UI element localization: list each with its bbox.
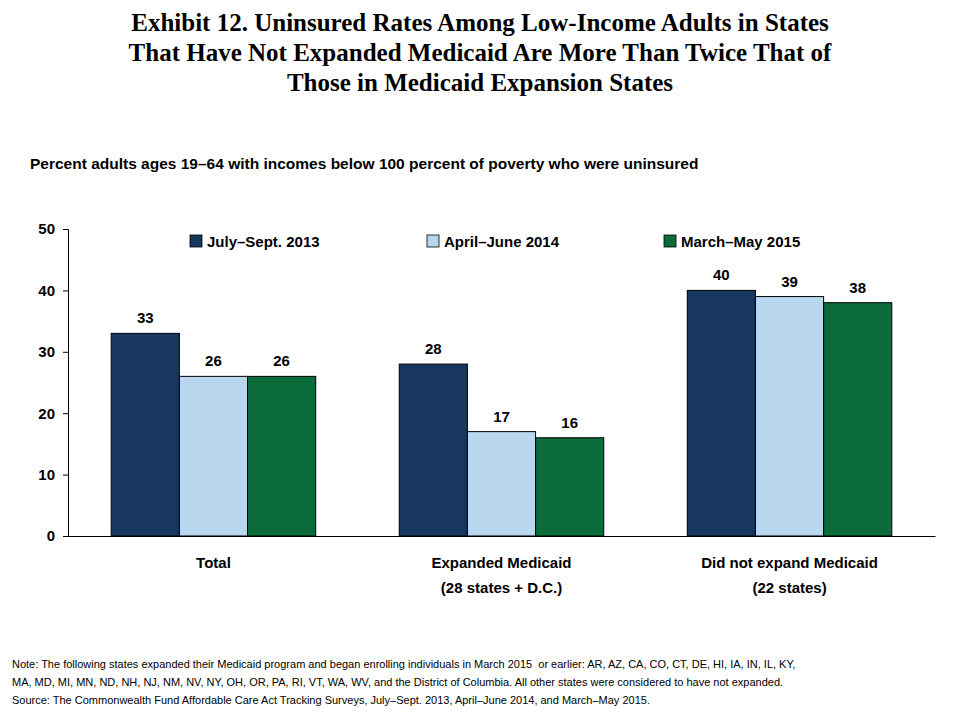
tick-mark: [63, 475, 68, 476]
tick-label-line: Did not expand Medicaid: [701, 554, 878, 571]
title-line: Exhibit 12. Uninsured Rates Among Low-In…: [131, 9, 829, 36]
chart: Exhibit 12. Uninsured Rates Among Low-In…: [0, 0, 960, 720]
tick-label: Total: [196, 554, 231, 571]
bar: [399, 364, 467, 536]
tick: Did not expand Medicaid (22 states): [701, 554, 878, 596]
tick-label: Expanded Medicaid (28 states + D.C.): [431, 554, 571, 596]
note-line: Note: The following states expanded thei…: [12, 658, 795, 670]
tick-mark: [63, 413, 68, 414]
tick-mark: [63, 536, 68, 537]
axis-line: [69, 536, 936, 537]
title-line: That Have Not Expanded Medicaid Are More…: [129, 39, 832, 66]
bar: [111, 333, 179, 536]
tick-mark: [63, 290, 68, 291]
tick: Expanded Medicaid (28 states + D.C.): [431, 554, 571, 596]
legend-label: April–June 2014: [444, 233, 560, 250]
legend-item: March–May 2015: [664, 233, 800, 250]
data-label: 28: [425, 340, 442, 357]
data-label: 26: [205, 352, 222, 369]
axis-line: [63, 230, 69, 537]
legend: July–Sept. 2013 April–June 2014 March–May …: [190, 233, 800, 250]
bars: [111, 290, 892, 536]
bar: [467, 432, 535, 536]
tick-label: 0: [47, 527, 55, 544]
tick: Total: [196, 554, 231, 571]
subtitle: Percent adults ages 19–64 with incomes b…: [30, 155, 698, 172]
y-axis: 0 10 20 30 40 50: [38, 220, 68, 544]
tick-label: 10: [38, 466, 55, 483]
bar: [179, 376, 247, 536]
tick-label-line: Expanded Medicaid: [431, 554, 571, 571]
bar: [687, 290, 755, 536]
data-label: 17: [493, 408, 510, 425]
data-labels: 33 28 40 26 17 39 26 16 38: [137, 266, 866, 430]
legend-item: July–Sept. 2013: [190, 233, 320, 250]
legend-swatch: [427, 235, 439, 247]
note: Note: The following states expanded thei…: [12, 658, 795, 688]
tick: 20: [38, 405, 68, 422]
data-label: 16: [561, 414, 578, 431]
bar: [824, 303, 892, 536]
x-axis: Total Expanded Medicaid (28 states + D.C.)…: [69, 537, 936, 597]
tick-label: Did not expand Medicaid (22 states): [701, 554, 878, 596]
legend-label: July–Sept. 2013: [207, 233, 320, 250]
title-line: Those in Medicaid Expansion States: [287, 69, 673, 96]
legend-swatch: [190, 235, 202, 247]
legend-swatch: [664, 235, 676, 247]
tick: 40: [38, 282, 68, 299]
tick-label: 50: [38, 220, 55, 237]
tick-mark: [63, 229, 68, 230]
bar: [755, 297, 823, 536]
tick-label: 40: [38, 282, 55, 299]
data-label: 26: [273, 352, 290, 369]
bar: [248, 376, 316, 536]
tick-label-line: (22 states): [752, 579, 826, 596]
tick-mark: [63, 352, 68, 353]
tick-label-line: (28 states + D.C.): [441, 579, 562, 596]
tick: 10: [38, 466, 68, 483]
tick-label: 30: [38, 343, 55, 360]
legend-item: April–June 2014: [427, 233, 560, 250]
legend-label: March–May 2015: [681, 233, 800, 250]
tick: 50: [38, 220, 68, 237]
tick: 0: [47, 527, 68, 544]
data-label: 39: [781, 273, 798, 290]
data-label: 38: [849, 279, 866, 296]
data-label: 40: [713, 266, 730, 283]
title: Exhibit 12. Uninsured Rates Among Low-In…: [129, 9, 832, 96]
note-line: MA, MD, MI, MN, ND, NH, NJ, NM, NV, NY, …: [12, 676, 783, 688]
data-label: 33: [137, 309, 154, 326]
tick-label-line: Total: [196, 554, 231, 571]
tick-label: 20: [38, 405, 55, 422]
bar: [536, 438, 604, 536]
tick: 30: [38, 343, 68, 360]
source: Source: The Commonwealth Fund Affordable…: [12, 694, 650, 706]
